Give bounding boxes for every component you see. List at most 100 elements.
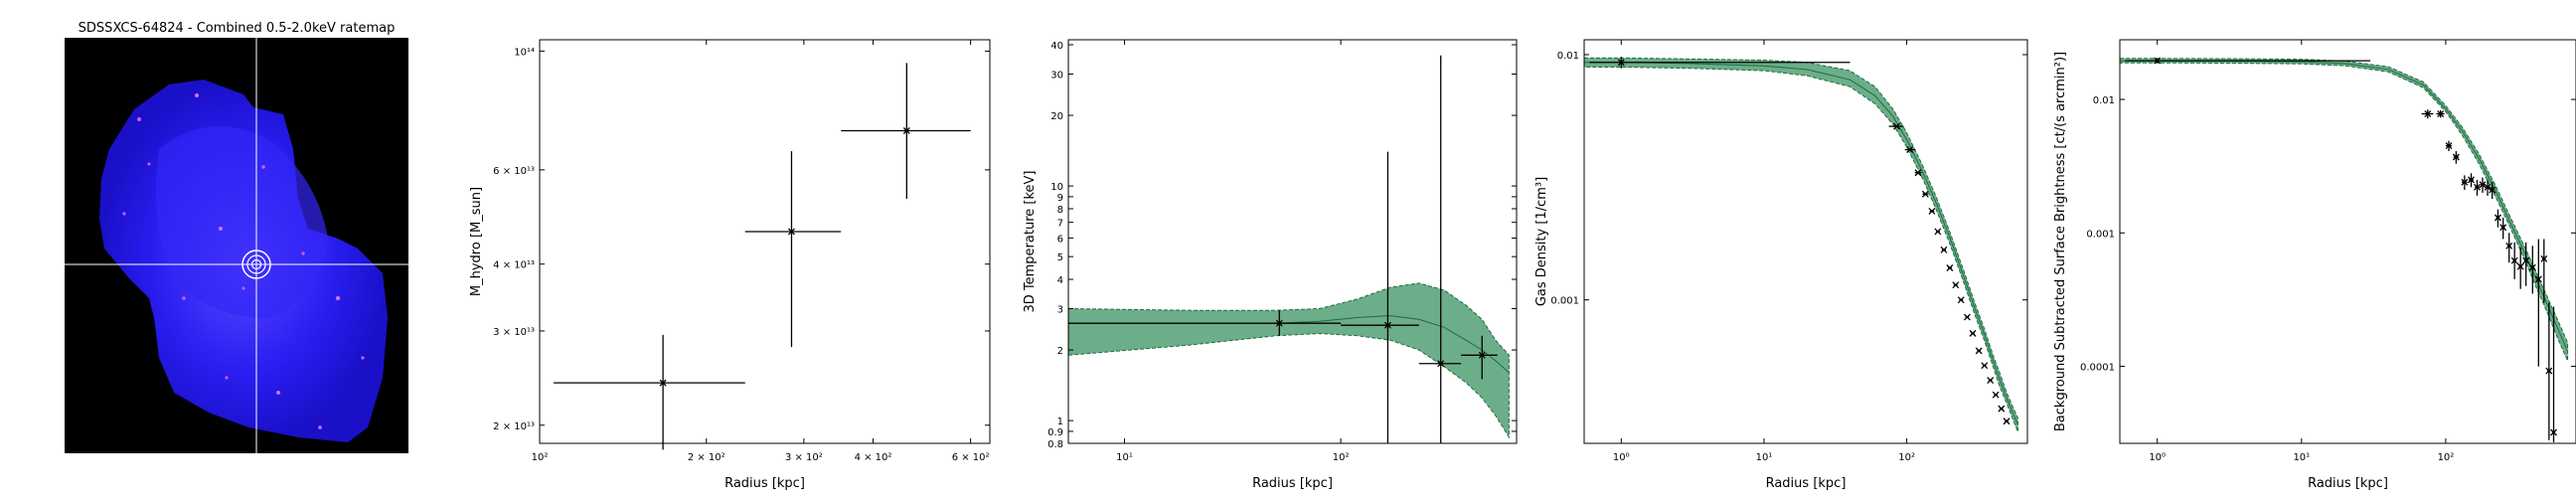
data-point bbox=[1906, 146, 1914, 153]
y-axis-label: Gas Density [1/cm³] bbox=[1534, 177, 1549, 306]
ratemap-centre-marker bbox=[242, 250, 271, 279]
data-point bbox=[2474, 183, 2481, 191]
model-line bbox=[1584, 62, 2018, 425]
x-tick-label: 10⁰ bbox=[1613, 452, 1630, 463]
data-point bbox=[659, 379, 667, 387]
data-point bbox=[1275, 319, 1283, 327]
x-tick-label: 10² bbox=[1333, 452, 1350, 463]
data-point bbox=[2528, 263, 2536, 271]
data-point bbox=[2550, 428, 2557, 436]
y-tick-label: 3 bbox=[1057, 305, 1063, 316]
data-point bbox=[2516, 262, 2524, 270]
y-axis-label: M_hydro [M_sun] bbox=[469, 187, 484, 296]
data-point bbox=[1478, 351, 1486, 359]
data-point bbox=[2489, 186, 2496, 194]
data-point bbox=[2479, 181, 2487, 189]
y-tick-label: 0.001 bbox=[2086, 229, 2115, 240]
data-point bbox=[1998, 405, 2006, 413]
data-point bbox=[2468, 176, 2475, 184]
x-tick-label: 3 × 10² bbox=[785, 452, 823, 463]
y-tick-label: 6 bbox=[1057, 234, 1063, 245]
y-tick-label: 40 bbox=[1050, 41, 1063, 52]
data-point bbox=[902, 127, 910, 134]
y-tick-label: 8 bbox=[1057, 205, 1063, 216]
data-point bbox=[1969, 329, 1977, 337]
y-tick-label: 1 bbox=[1057, 417, 1063, 427]
data-point bbox=[2003, 418, 2011, 425]
y-tick-label: 0.8 bbox=[1047, 439, 1063, 450]
data-point bbox=[1981, 362, 1989, 370]
data-point bbox=[1957, 296, 1965, 304]
data-point bbox=[2461, 178, 2469, 186]
x-tick-label: 4 × 10² bbox=[855, 452, 892, 463]
data-point bbox=[1921, 190, 1929, 198]
y-tick-label: 10 bbox=[1050, 182, 1063, 193]
data-point bbox=[1987, 377, 1995, 385]
data-point bbox=[1952, 281, 1960, 289]
y-tick-label: 20 bbox=[1050, 111, 1063, 122]
x-tick-label: 10¹ bbox=[1756, 452, 1773, 463]
model-line bbox=[2120, 60, 2569, 352]
y-tick-label: 10¹⁴ bbox=[514, 47, 535, 58]
data-point bbox=[788, 228, 795, 236]
x-axis-label: Radius [kpc] bbox=[724, 476, 805, 491]
plot-frame bbox=[2119, 39, 2576, 444]
data-point bbox=[1975, 347, 1983, 355]
data-point bbox=[2545, 367, 2553, 375]
x-tick-label: 6 × 10² bbox=[952, 452, 990, 463]
data-point bbox=[2494, 214, 2501, 222]
y-tick-label: 4 bbox=[1057, 275, 1063, 286]
x-tick-label: 10⁰ bbox=[2149, 452, 2166, 463]
data-point bbox=[2424, 110, 2432, 117]
gas-density-chart: 10⁰ 10¹ 10² 0.001 0.01 Radius [kpc] Gas Densit… bbox=[1534, 39, 2028, 491]
data-point bbox=[1963, 313, 1971, 321]
x-tick-label: 2 × 10² bbox=[688, 452, 725, 463]
plot-frame bbox=[1067, 39, 1518, 444]
x-tick-label: 10¹ bbox=[2293, 452, 2310, 463]
ratemap-panel: SDSSXCS-64824 - Combined 0.5-2.0keV rate… bbox=[65, 21, 408, 453]
model-band bbox=[2119, 58, 2569, 362]
data-point bbox=[1383, 321, 1391, 329]
y-tick-label: 4 × 10¹³ bbox=[493, 260, 535, 271]
y-axis-label: 3D Temperature [keV] bbox=[1023, 171, 1038, 313]
y-tick-label: 0.9 bbox=[1047, 427, 1063, 438]
y-tick-label: 0.01 bbox=[2093, 95, 2115, 106]
data-point bbox=[1893, 122, 1900, 130]
model-band bbox=[1583, 57, 2018, 432]
data-point bbox=[2540, 254, 2548, 262]
x-axis-label: Radius [kpc] bbox=[1766, 476, 1847, 491]
data-point bbox=[2522, 256, 2530, 264]
data-point bbox=[1940, 246, 1948, 253]
data-point bbox=[2484, 183, 2492, 191]
data-point bbox=[1617, 59, 1625, 67]
data-point bbox=[1928, 207, 1936, 215]
y-tick-label: 5 bbox=[1057, 252, 1063, 263]
data-point bbox=[1946, 264, 1954, 271]
y-axis-label: Background Subtracted Surface Brightness… bbox=[2053, 52, 2068, 431]
y-tick-label: 3 × 10¹³ bbox=[493, 327, 535, 338]
data-point bbox=[1914, 169, 1922, 177]
data-point bbox=[2437, 110, 2445, 117]
x-tick-label: 10¹ bbox=[1116, 452, 1133, 463]
x-tick-label: 10² bbox=[532, 452, 549, 463]
y-tick-label: 0.01 bbox=[1557, 51, 1579, 62]
x-tick-label: 10² bbox=[1898, 452, 1915, 463]
data-point bbox=[2445, 142, 2453, 150]
x-tick-label: 10² bbox=[2438, 452, 2455, 463]
surface-brightness-chart: 10⁰ 10¹ 10² 0.0001 0.001 0.01 Radius [kpc] Back… bbox=[2053, 39, 2576, 491]
plot-frame bbox=[539, 39, 991, 444]
y-tick-label: 0.001 bbox=[1550, 296, 1579, 307]
model-band bbox=[1067, 282, 1510, 439]
data-point bbox=[2452, 153, 2460, 161]
data-point bbox=[2505, 242, 2513, 250]
data-point bbox=[1992, 391, 2000, 399]
x-axis-label: Radius [kpc] bbox=[2308, 476, 2388, 491]
data-point bbox=[2499, 224, 2507, 232]
data-point bbox=[2154, 57, 2162, 65]
data-point bbox=[2534, 275, 2542, 283]
plot-frame bbox=[1583, 39, 2028, 444]
x-axis-label: Radius [kpc] bbox=[1252, 476, 1333, 491]
data-point bbox=[1934, 228, 1942, 236]
